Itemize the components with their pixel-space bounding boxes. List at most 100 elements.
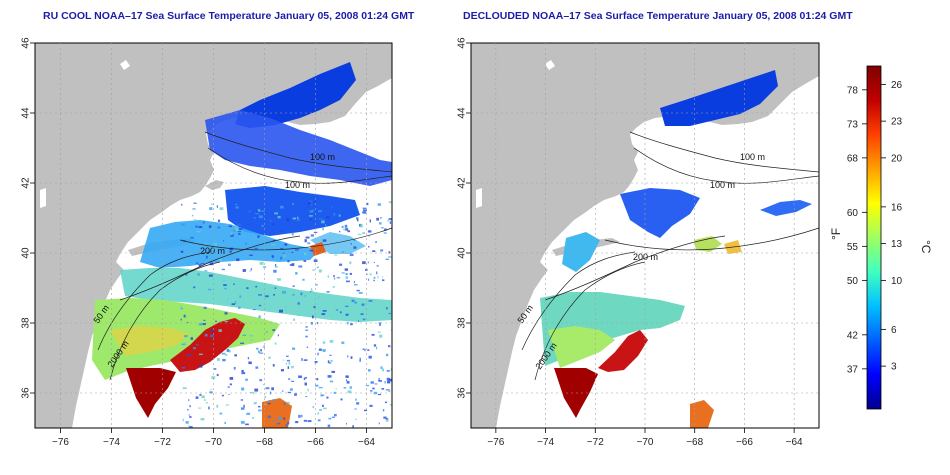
cloud-noise-speck: [369, 404, 373, 407]
cloud-noise-speck: [199, 353, 203, 356]
cloud-noise-speck: [235, 220, 237, 223]
cloud-noise-speck: [271, 255, 273, 258]
cloud-noise-speck: [309, 249, 314, 252]
cloud-noise-speck: [265, 387, 270, 390]
cloud-noise-speck: [290, 388, 293, 391]
left-map-body: [35, 43, 392, 428]
cloud-noise-speck: [210, 389, 212, 391]
cloud-noise-speck: [335, 388, 337, 390]
cloud-noise-speck: [226, 348, 230, 352]
cloud-noise-speck: [292, 318, 296, 321]
cloud-noise-speck: [283, 402, 286, 406]
cloud-noise-speck: [333, 278, 336, 280]
cloud-noise-speck: [198, 264, 202, 267]
cloud-noise-speck: [195, 396, 199, 399]
cloud-noise-speck: [314, 361, 317, 364]
cloud-noise-speck: [313, 231, 318, 233]
cloud-noise-speck: [388, 251, 391, 254]
right-bathymetry-contours: [521, 131, 820, 381]
cloud-noise-speck: [297, 216, 299, 220]
cloud-noise-speck: [186, 321, 189, 323]
cloud-noise-speck: [257, 235, 260, 238]
cloud-noise-speck: [253, 401, 257, 405]
cloud-noise-speck: [192, 215, 194, 217]
cloud-noise-speck: [192, 347, 196, 350]
cloud-noise-speck: [385, 353, 389, 357]
cloud-noise-speck: [258, 215, 263, 219]
cloud-noise-speck: [331, 205, 333, 208]
colorbar-c-label: 10: [891, 276, 903, 287]
cloud-noise-speck: [291, 380, 294, 382]
cloud-noise-speck: [382, 279, 385, 282]
right-contour-label: 100 m: [740, 152, 765, 162]
cloud-noise-speck: [189, 405, 191, 408]
cloud-noise-speck: [182, 418, 184, 422]
cloud-noise-speck: [286, 218, 290, 222]
cloud-noise-speck: [328, 417, 332, 420]
cloud-noise-speck: [349, 386, 352, 389]
cloud-noise-speck: [272, 364, 275, 367]
cloud-noise-speck: [362, 207, 367, 210]
cloud-noise-speck: [356, 289, 360, 292]
lon-tick-label: −66: [736, 437, 753, 448]
cloud-noise-speck: [263, 345, 265, 349]
cloud-noise-speck: [280, 256, 283, 260]
cloud-noise-speck: [314, 384, 319, 387]
cloud-noise-speck: [230, 232, 233, 236]
cloud-noise-speck: [182, 387, 187, 390]
cloud-noise-speck: [376, 271, 378, 275]
cloud-noise-speck: [380, 366, 383, 369]
colorbar-c-label: 6: [891, 325, 897, 336]
cloud-noise-speck: [240, 407, 245, 410]
cloud-noise-speck: [382, 409, 385, 412]
cloud-noise-speck: [329, 340, 334, 343]
left-contour-label: 200 m: [200, 246, 225, 256]
cloud-noise-speck: [362, 211, 367, 214]
cloud-noise-speck: [321, 313, 326, 316]
cloud-noise-speck: [284, 305, 287, 308]
cloud-noise-speck: [239, 295, 242, 298]
cloud-noise-speck: [329, 380, 334, 383]
cloud-noise-speck: [243, 404, 245, 408]
cloud-noise-speck: [180, 203, 183, 206]
cloud-noise-speck: [388, 390, 391, 392]
cloud-noise-speck: [321, 220, 325, 224]
cloud-noise-speck: [292, 217, 297, 220]
cloud-noise-speck: [203, 319, 206, 322]
cloud-noise-speck: [353, 284, 358, 286]
cloud-noise-speck: [197, 272, 200, 276]
cloud-noise-speck: [235, 206, 239, 209]
cloud-noise-speck: [252, 391, 255, 395]
cloud-noise-speck: [201, 395, 205, 399]
cloud-noise-speck: [383, 416, 387, 419]
cloud-noise-speck: [187, 425, 190, 427]
cloud-noise-speck: [193, 219, 197, 222]
cloud-noise-speck: [301, 414, 303, 418]
cloud-noise-speck: [269, 220, 272, 223]
colorbar-f-label: 73: [847, 119, 859, 130]
cloud-noise-speck: [268, 399, 270, 403]
cloud-noise-speck: [379, 323, 381, 326]
cloud-noise-speck: [219, 412, 223, 415]
cloud-noise-speck: [233, 283, 235, 286]
cloud-noise-speck: [327, 424, 331, 428]
cloud-noise-speck: [389, 221, 392, 224]
cloud-noise-speck: [377, 331, 381, 333]
cloud-noise-speck: [386, 377, 391, 381]
cloud-noise-speck: [331, 370, 336, 373]
cloud-noise-speck: [322, 341, 326, 344]
cloud-noise-speck: [180, 305, 183, 308]
cloud-noise-speck: [386, 370, 390, 372]
cloud-noise-speck: [376, 217, 379, 221]
cloud-noise-speck: [297, 219, 300, 221]
cloud-noise-speck: [352, 425, 355, 428]
cloud-noise-speck: [368, 300, 373, 302]
cloud-noise-speck: [318, 217, 323, 221]
lat-tick-label: 40: [21, 247, 32, 259]
cloud-noise-speck: [286, 421, 290, 425]
right-lake: [545, 60, 555, 70]
cloud-noise-speck: [362, 318, 366, 321]
cloud-noise-speck: [251, 417, 254, 419]
cloud-noise-speck: [385, 258, 389, 260]
cloud-noise-speck: [276, 422, 281, 425]
